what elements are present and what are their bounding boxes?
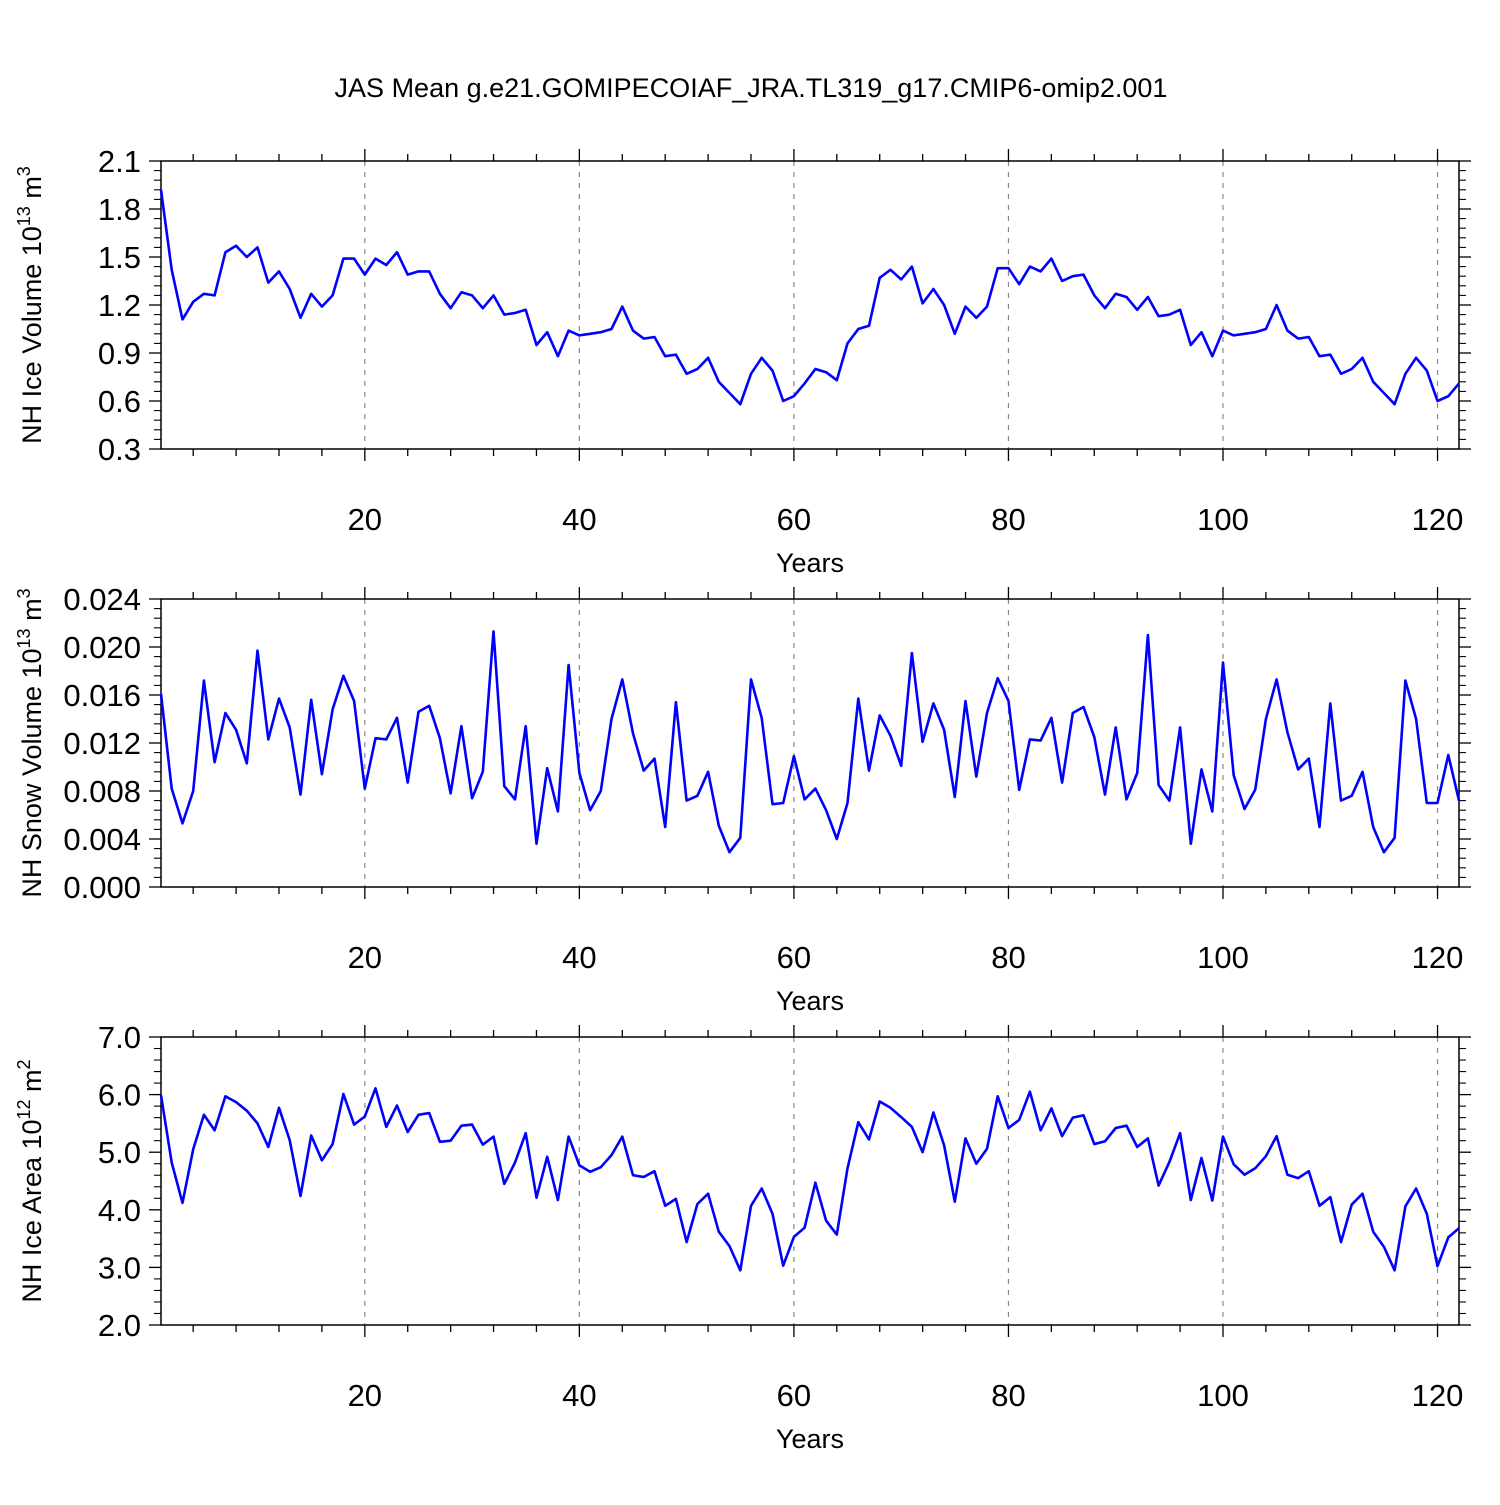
chart-panel-2: 0.000 0.004 0.008 0.012 0.016 0.020 0.024 20 40 6…	[14, 582, 1471, 1016]
y-tick-label: 0.004	[63, 822, 141, 857]
chart-title: JAS Mean g.e21.GOMIPECOIAF_JRA.TL319_g17…	[335, 73, 1168, 103]
x-tick-label: 120	[1412, 940, 1464, 975]
y-tick-label: 0.008	[63, 774, 141, 809]
y-tick-label: 0.012	[63, 726, 141, 761]
x-tick-label: 40	[562, 940, 596, 975]
x-tick-label: 100	[1197, 1378, 1249, 1413]
x-tick-label: 20	[348, 940, 382, 975]
plot-frame	[160, 160, 1460, 450]
y-axis-label: NH Snow Volume 1013 m3	[14, 588, 47, 897]
x-axis-label: Years	[776, 1424, 844, 1454]
x-tick-label: 60	[777, 1378, 811, 1413]
y-axis-label: NH Ice Area 1012 m2	[14, 1059, 47, 1302]
plot-frame	[160, 598, 1460, 888]
x-tick-label: 120	[1412, 502, 1464, 537]
x-tick-label: 80	[991, 502, 1025, 537]
y-tick-label: 2.0	[98, 1308, 141, 1343]
plot-frame	[160, 1036, 1460, 1326]
x-tick-label: 100	[1197, 940, 1249, 975]
x-tick-label: 120	[1412, 1378, 1464, 1413]
chart-panel-3: 2.0 3.0 4.0 5.0 6.0 7.0 20 40 60 80 100 120 Years NH …	[14, 1020, 1471, 1454]
y-tick-label: 0.6	[98, 384, 141, 419]
x-tick-label: 80	[991, 940, 1025, 975]
y-tick-label: 1.5	[98, 240, 141, 275]
x-tick-label: 80	[991, 1378, 1025, 1413]
series-line	[159, 630, 1461, 854]
y-tick-label: 0.024	[63, 582, 141, 617]
y-tick-label: 5.0	[98, 1135, 141, 1170]
chart-panel-1: 0.3 0.6 0.9 1.2 1.5 1.8 2.1 20 40 60 80 100 120 Years…	[14, 144, 1471, 578]
series-line	[159, 1087, 1460, 1272]
x-tick-label: 40	[562, 502, 596, 537]
y-tick-label: 0.9	[98, 336, 141, 371]
x-tick-label: 20	[348, 1378, 382, 1413]
x-axis-label: Years	[776, 986, 844, 1016]
y-tick-label: 4.0	[98, 1193, 141, 1228]
x-tick-label: 60	[777, 940, 811, 975]
y-tick-label: 0.000	[63, 870, 141, 905]
y-tick-label: 7.0	[98, 1020, 141, 1055]
y-tick-label: 1.2	[98, 288, 141, 323]
x-axis-label: Years	[776, 548, 844, 578]
x-tick-label: 100	[1197, 502, 1249, 537]
y-tick-label: 0.016	[63, 678, 141, 713]
y-tick-label: 2.1	[98, 144, 141, 179]
y-tick-label: 0.3	[98, 432, 141, 467]
x-tick-label: 40	[562, 1378, 596, 1413]
y-tick-label: 1.8	[98, 192, 141, 227]
y-tick-label: 0.020	[63, 630, 141, 665]
y-tick-label: 3.0	[98, 1250, 141, 1285]
x-tick-label: 20	[348, 502, 382, 537]
y-axis-label: NH Ice Volume 1013 m3	[14, 166, 47, 444]
x-tick-label: 60	[777, 502, 811, 537]
y-tick-label: 6.0	[98, 1078, 141, 1113]
series-line	[159, 189, 1460, 406]
